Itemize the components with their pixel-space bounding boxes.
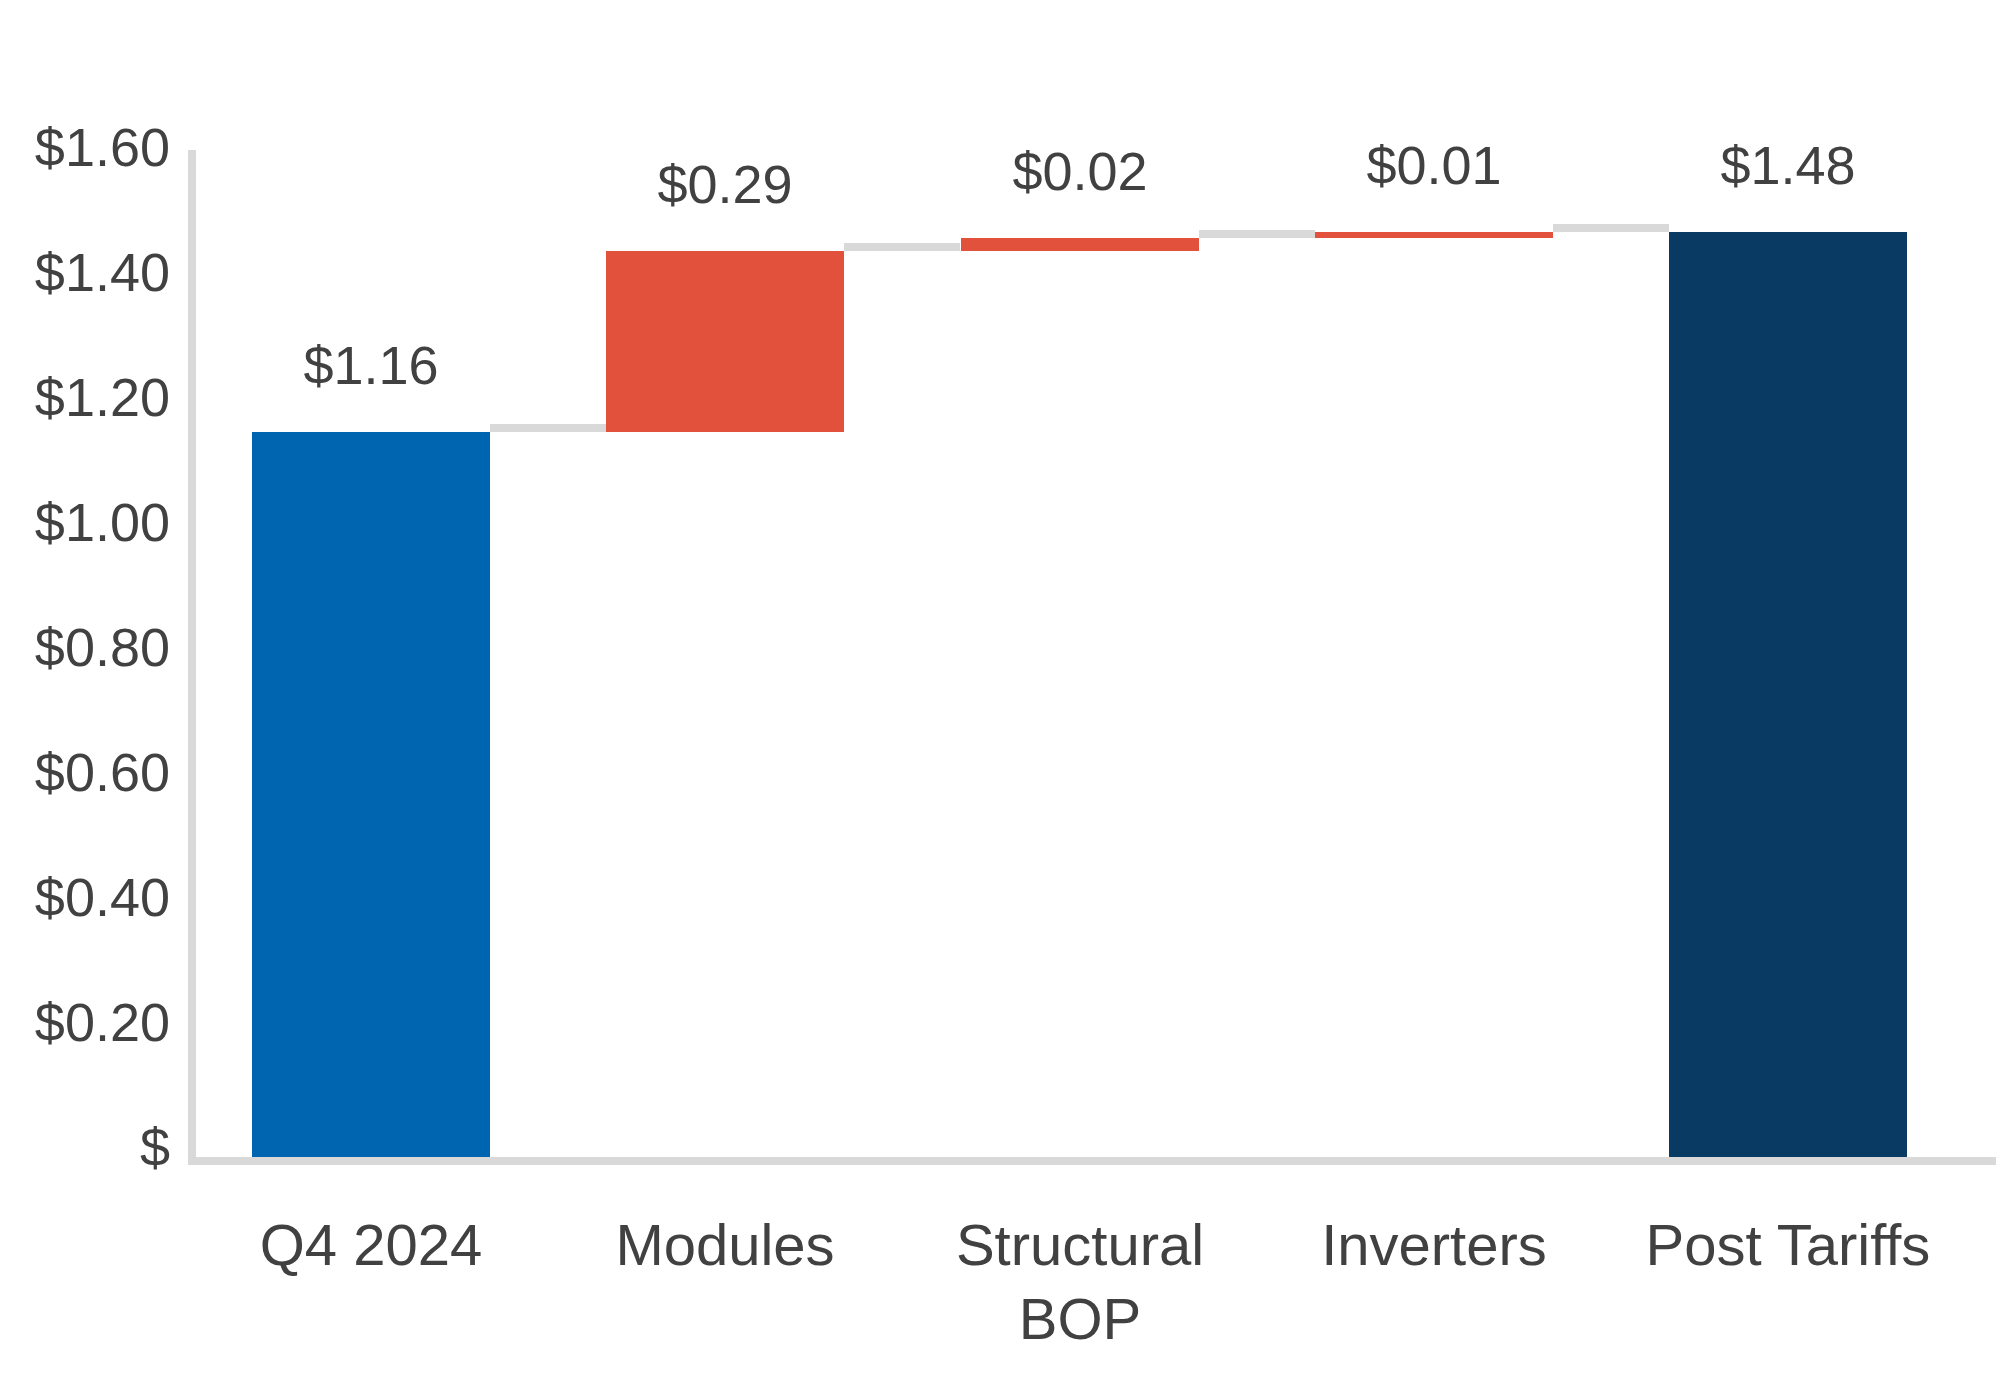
data-label-inverters: $0.01 [1254, 138, 1614, 192]
y-tick-label: $0.40 [0, 870, 170, 924]
y-tick-label: $1.20 [0, 370, 170, 424]
y-tick-label: $ [0, 1120, 170, 1174]
y-tick-label: $1.60 [0, 120, 170, 174]
connector-line [1553, 224, 1669, 232]
data-label-structural-bop: $0.02 [900, 144, 1260, 198]
x-axis-label-post-tariffs: Post Tariffs [1608, 1208, 1968, 1282]
data-label-post-tariffs: $1.48 [1608, 138, 1968, 192]
data-label-q4-2024: $1.16 [191, 338, 551, 392]
bar-structural-bop [961, 238, 1199, 251]
x-axis-label-q4-2024: Q4 2024 [191, 1208, 551, 1282]
y-axis-line [188, 150, 196, 1165]
connector-line [844, 243, 960, 251]
y-tick-label: $0.20 [0, 995, 170, 1049]
y-tick-label: $1.00 [0, 495, 170, 549]
connector-line [1199, 230, 1315, 238]
bar-post-tariffs [1669, 232, 1907, 1157]
bar-q4-2024 [252, 432, 490, 1157]
x-axis-label-inverters: Inverters [1254, 1208, 1614, 1282]
y-tick-label: $0.60 [0, 745, 170, 799]
x-axis-line [188, 1157, 1996, 1165]
waterfall-chart: $1.60 $1.40 $1.20 $1.00 $0.80 $0.60 $0.40 $0.20… [0, 0, 2000, 1385]
x-axis-label-structural-bop: Structural BOP [900, 1208, 1260, 1356]
bar-inverters [1315, 232, 1553, 238]
x-axis-label-modules: Modules [545, 1208, 905, 1282]
data-label-modules: $0.29 [545, 157, 905, 211]
y-tick-label: $1.40 [0, 245, 170, 299]
connector-line [490, 424, 606, 432]
bar-modules [606, 251, 844, 432]
y-tick-label: $0.80 [0, 620, 170, 674]
